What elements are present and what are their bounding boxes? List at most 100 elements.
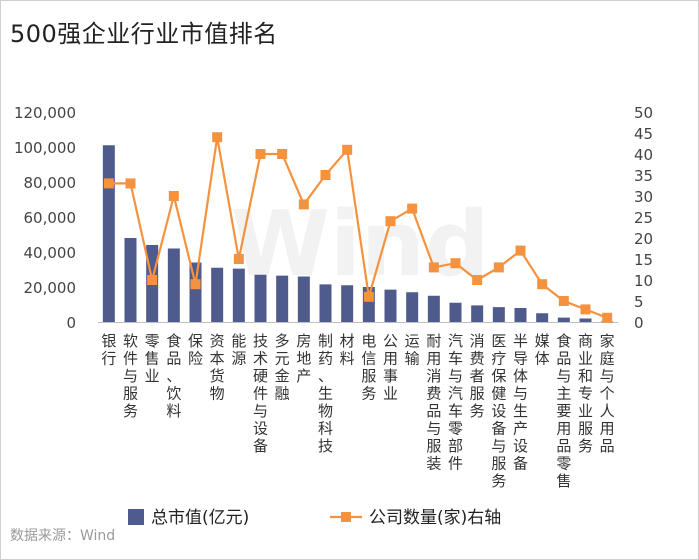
category-label: 房地产: [296, 332, 311, 385]
bar: [557, 317, 570, 322]
line-point: [537, 279, 548, 290]
line-point: [558, 296, 569, 306]
category-label: 家庭与个人用品: [600, 332, 615, 455]
line-point: [298, 199, 309, 210]
category-label: 半导体与生产设备: [513, 332, 528, 473]
line-point: [255, 149, 266, 159]
category-label: 耐用消费品与服装: [426, 332, 441, 473]
legend-line-marker: [341, 512, 351, 522]
bar: [427, 295, 440, 322]
line-point: [147, 275, 158, 285]
category-label: 食品与主要用品零售: [556, 332, 571, 490]
bar: [102, 145, 115, 322]
bar: [189, 262, 202, 322]
category-label: 银行: [101, 332, 116, 368]
category-label: 多元金融: [275, 332, 290, 403]
line-point: [407, 203, 418, 214]
category-label: 电信服务: [361, 332, 376, 403]
axes: 0 20,000 40,000 60,000 80,000 100,000 120,000 0…: [14, 104, 653, 332]
category-label: 零售业: [145, 332, 160, 385]
legend-bar-label: 总市值(亿元): [151, 508, 249, 528]
line-point: [320, 170, 331, 180]
legend-line-label: 公司数量(家)右轴: [369, 508, 501, 528]
left-tick-label: 80,000: [24, 174, 77, 192]
bar: [232, 268, 245, 322]
category-label: 技术硬件与设备: [253, 332, 268, 455]
category-label: 媒体: [535, 332, 550, 368]
chart-title: 500强企业行业市值排名: [10, 20, 278, 48]
bar: [254, 274, 267, 322]
right-tick-label: 30: [634, 188, 653, 206]
bar: [167, 248, 180, 322]
bar: [297, 276, 310, 322]
bar: [319, 284, 332, 322]
right-tick-label: 40: [634, 146, 653, 164]
line-point: [493, 262, 504, 273]
category-label: 保险: [188, 332, 203, 368]
right-tick-label: 0: [634, 314, 644, 332]
line-point: [277, 149, 288, 159]
bar: [384, 289, 397, 322]
line-path: [108, 137, 608, 319]
bar: [449, 302, 462, 322]
legend-bar-swatch: [128, 509, 144, 525]
right-tick-label: 15: [634, 251, 653, 269]
category-label: 消费者服务: [470, 332, 485, 420]
bar: [211, 267, 224, 322]
left-tick-label: 100,000: [14, 139, 76, 157]
bar: [514, 308, 527, 322]
category-label: 商业和专业服务: [578, 332, 593, 455]
category-label: 材料: [340, 332, 355, 368]
right-tick-label: 10: [634, 272, 653, 290]
line-point: [342, 144, 353, 155]
legend: 总市值(亿元) 公司数量(家)右轴: [128, 508, 501, 528]
bar: [124, 238, 137, 322]
category-label: 制药、生物科技: [318, 332, 333, 455]
right-tick-label: 20: [634, 230, 653, 248]
line-point: [125, 178, 136, 189]
left-tick-label: 0: [66, 314, 76, 332]
category-label: 软件与服务: [123, 332, 138, 420]
bar: [276, 275, 289, 322]
line-point: [428, 262, 439, 273]
right-tick-label: 35: [634, 167, 653, 185]
line-point: [168, 191, 179, 201]
left-tick-label: 40,000: [24, 244, 77, 262]
right-tick-label: 25: [634, 209, 653, 227]
line-point: [515, 245, 526, 256]
line-point: [602, 312, 613, 323]
category-label: 公用事业: [383, 332, 398, 403]
category-label: 食品、饮料: [166, 332, 181, 420]
category-label: 资本货物: [210, 332, 225, 403]
line-point: [103, 178, 114, 189]
source-note: 数据来源：Wind: [10, 528, 116, 544]
left-tick-label: 120,000: [14, 104, 76, 122]
watermark: Wind: [231, 192, 490, 297]
left-tick-label: 60,000: [24, 209, 77, 227]
line-point: [580, 304, 591, 315]
bar: [406, 292, 419, 322]
right-tick-label: 50: [634, 104, 653, 122]
bar: [341, 285, 354, 322]
line-series: [103, 132, 613, 323]
line-point: [190, 279, 201, 290]
category-labels: 银行软件与服务零售业食品、饮料保险资本货物能源技术硬件与设备多元金融房地产制药、…: [101, 332, 614, 490]
bar: [536, 313, 549, 322]
line-point: [450, 258, 461, 269]
right-tick-label: 5: [634, 293, 644, 311]
bar: [579, 318, 592, 322]
category-label: 医疗保健设备与服务: [491, 332, 506, 490]
right-tick-label: 45: [634, 125, 653, 143]
left-tick-label: 20,000: [24, 279, 77, 297]
bar: [471, 305, 484, 322]
bar: [492, 307, 505, 322]
category-label: 能源: [231, 332, 246, 368]
line-point: [363, 291, 374, 302]
line-point: [233, 254, 244, 264]
category-label: 运输: [405, 332, 420, 368]
category-label: 汽车与汽车零部件: [448, 332, 463, 473]
line-point: [212, 132, 223, 143]
line-point: [385, 216, 396, 227]
